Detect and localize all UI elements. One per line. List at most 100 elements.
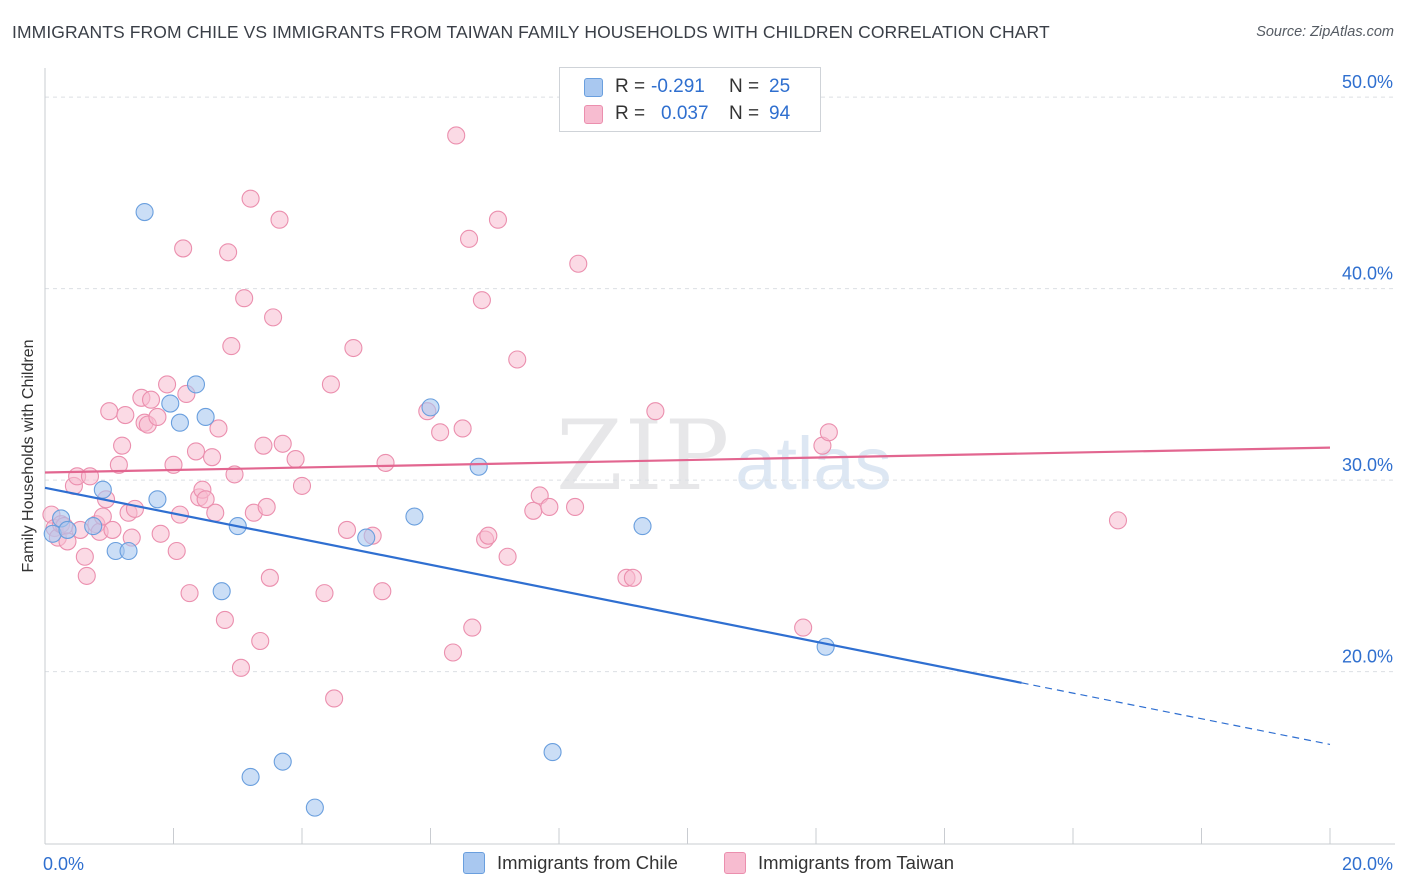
- legend-item-taiwan[interactable]: Immigrants from Taiwan: [724, 852, 954, 874]
- y-tick-label: 50.0%: [1342, 72, 1393, 92]
- grid-lines: [45, 96, 1395, 673]
- taiwan-point: [251, 631, 270, 651]
- chile-point: [469, 457, 488, 476]
- taiwan-point: [196, 490, 215, 509]
- taiwan-point: [566, 497, 585, 517]
- taiwan-point: [447, 126, 466, 145]
- taiwan-point: [174, 239, 193, 258]
- taiwan-point: [569, 254, 588, 273]
- taiwan-point: [286, 450, 305, 469]
- series-legend: Immigrants from Chile Immigrants from Ta…: [0, 852, 1406, 878]
- chile-point: [305, 798, 324, 817]
- legend-n-label: N =: [729, 76, 760, 97]
- taiwan-swatch-icon: [584, 104, 603, 124]
- taiwan-point: [219, 243, 238, 262]
- legend-n-value: 25: [769, 76, 791, 97]
- taiwan-point: [463, 618, 482, 637]
- chile-point: [633, 517, 652, 536]
- taiwan-point: [77, 566, 96, 585]
- taiwan-point: [241, 189, 260, 208]
- y-tick-label: 20.0%: [1342, 647, 1393, 667]
- legend-n-label: N =: [729, 103, 760, 124]
- taiwan-point: [257, 497, 276, 517]
- taiwan-point: [186, 442, 206, 461]
- taiwan-point: [125, 499, 144, 518]
- legend-item-chile[interactable]: Immigrants from Chile: [463, 852, 678, 874]
- taiwan-point: [113, 436, 132, 455]
- taiwan-point: [646, 402, 665, 421]
- legend-r-value: 0.037: [661, 103, 709, 124]
- taiwan-point: [337, 520, 357, 539]
- taiwan-point: [431, 423, 450, 442]
- taiwan-point: [254, 436, 273, 455]
- taiwan-point: [80, 467, 100, 486]
- chile-point: [58, 520, 77, 539]
- legend-row-taiwan: R = 0.037 N = 94: [584, 101, 790, 127]
- chile-point: [119, 541, 138, 561]
- taiwan-point: [222, 337, 241, 356]
- taiwan-point: [231, 658, 251, 677]
- taiwan-point: [180, 584, 199, 603]
- legend-r-label: R =: [615, 103, 646, 124]
- taiwan-point: [141, 390, 161, 409]
- taiwan-point: [235, 289, 254, 308]
- taiwan-point: [376, 453, 395, 472]
- taiwan-point: [203, 448, 222, 467]
- taiwan-point: [453, 419, 472, 438]
- trend-lines: [44, 446, 1331, 746]
- taiwan-point: [270, 210, 289, 229]
- taiwan-point: [325, 689, 344, 708]
- chile-trend-line-extrapolated: [1021, 682, 1331, 746]
- chile-point: [161, 394, 180, 413]
- legend-r-value: -0.291: [651, 76, 705, 97]
- taiwan-trend-line: [44, 446, 1331, 474]
- taiwan-point: [315, 584, 334, 603]
- chile-point: [357, 528, 376, 547]
- chile-point: [84, 517, 103, 536]
- taiwan-point: [103, 520, 122, 539]
- taiwan-point: [260, 568, 279, 587]
- taiwan-point: [524, 501, 543, 520]
- taiwan-point: [794, 618, 813, 637]
- taiwan-point: [116, 405, 135, 425]
- taiwan-point: [292, 476, 312, 495]
- chile-swatch-icon: [463, 852, 485, 874]
- chile-point: [148, 490, 167, 509]
- taiwan-point: [264, 308, 283, 327]
- taiwan-point: [459, 229, 479, 248]
- taiwan-point: [1108, 511, 1128, 530]
- correlation-legend: R = -0.291 N = 25 R = 0.037 N = 94: [559, 67, 821, 132]
- chile-point: [273, 752, 292, 771]
- chile-point: [421, 398, 440, 417]
- taiwan-point: [321, 375, 340, 394]
- chile-point: [43, 524, 62, 543]
- taiwan-point: [215, 610, 234, 629]
- chile-point: [93, 480, 112, 499]
- taiwan-point: [100, 402, 119, 421]
- chile-point: [241, 767, 260, 787]
- x-tick-label: 0.0%: [43, 854, 84, 874]
- taiwan-point: [206, 503, 225, 522]
- legend-label-chile: Immigrants from Chile: [497, 852, 678, 873]
- chile-point: [405, 507, 424, 526]
- chile-point: [816, 637, 835, 656]
- taiwan-point: [498, 547, 517, 566]
- taiwan-point: [540, 497, 559, 517]
- taiwan-point: [623, 568, 642, 587]
- chile-point: [186, 375, 206, 394]
- taiwan-point: [225, 465, 244, 484]
- taiwan-point: [344, 338, 363, 358]
- taiwan-point: [151, 524, 170, 543]
- taiwan-point: [209, 419, 228, 438]
- taiwan-point: [167, 541, 186, 561]
- source-credit: Source: ZipAtlas.com: [1256, 24, 1394, 40]
- taiwan-point: [488, 210, 508, 229]
- legend-label-taiwan: Immigrants from Taiwan: [758, 852, 955, 873]
- chile-point: [543, 743, 562, 762]
- chile-swatch-icon: [584, 77, 603, 97]
- taiwan-swatch-icon: [724, 852, 746, 874]
- chile-points-group: [43, 203, 835, 817]
- legend-r-label: R =: [615, 76, 646, 97]
- taiwan-point: [443, 643, 463, 662]
